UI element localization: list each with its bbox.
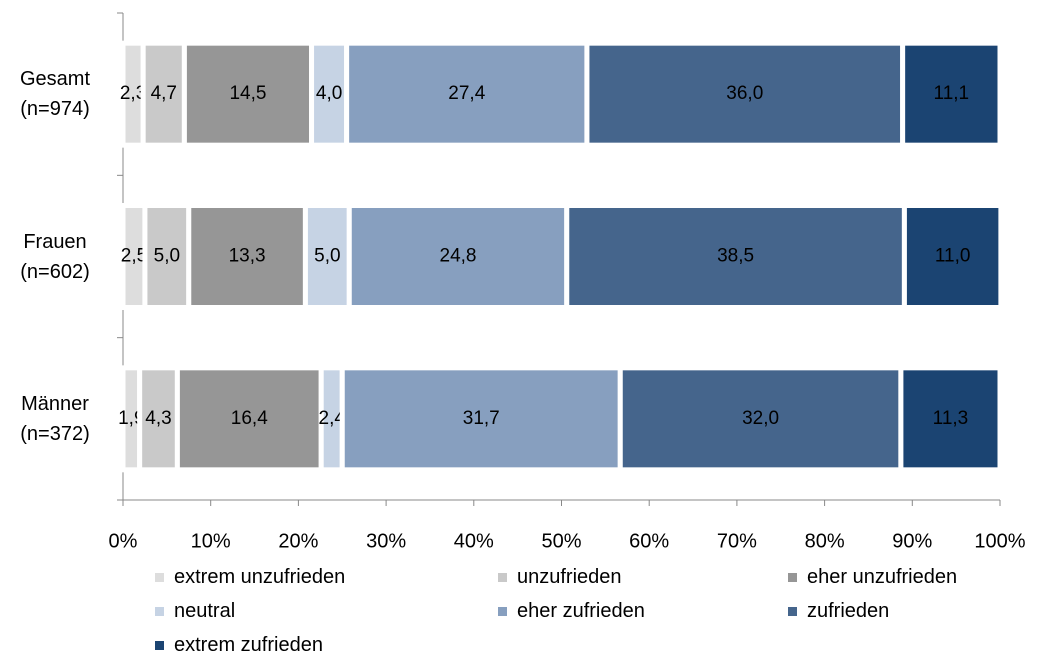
x-tick-label: 10% <box>191 530 231 552</box>
category-label: Männer (n=372) <box>20 392 90 445</box>
data-label: 4,0 <box>316 83 342 104</box>
data-label: 2,4 <box>319 408 346 429</box>
legend-item: extrem unzufrieden <box>155 566 345 589</box>
x-tick-label: 80% <box>805 530 845 552</box>
x-tick-label: 50% <box>541 530 581 552</box>
bar-segment <box>564 203 907 310</box>
legend-label: neutral <box>174 600 236 622</box>
data-label: 2,5 <box>121 246 147 267</box>
legend-label: eher unzufrieden <box>807 566 958 588</box>
legend-swatch <box>788 607 797 616</box>
bar-segment <box>584 40 906 148</box>
legend-item: zufrieden <box>788 600 889 623</box>
data-label: 5,0 <box>154 246 180 267</box>
data-label: 2,3 <box>120 83 146 104</box>
bar-segment <box>344 40 590 148</box>
legend-label: zufrieden <box>807 600 890 622</box>
x-tick-label: 30% <box>366 530 406 552</box>
legend-label: unzufrieden <box>517 566 622 588</box>
legend-swatch <box>788 573 797 582</box>
data-label: 11,0 <box>935 246 971 267</box>
bar-segment <box>339 365 623 473</box>
x-tick-label: 40% <box>454 530 494 552</box>
legend-item: eher unzufrieden <box>788 566 957 589</box>
x-tick-label: 20% <box>278 530 318 552</box>
data-label: 24,8 <box>440 246 477 267</box>
data-label: 4,3 <box>145 408 171 429</box>
bar-segment <box>901 203 1004 310</box>
legend-swatch <box>498 573 507 582</box>
x-tick-label: 0% <box>109 530 138 552</box>
data-label: 14,5 <box>229 83 266 104</box>
data-label: 16,4 <box>231 408 268 429</box>
x-tick-label: 90% <box>892 530 932 552</box>
bar-segment <box>142 203 192 310</box>
category-label: Frauen (n=602) <box>20 230 90 283</box>
data-label: 5,0 <box>314 246 340 267</box>
x-tick-label: 70% <box>717 530 757 552</box>
bar-segment <box>181 40 315 148</box>
legend-swatch <box>155 607 164 616</box>
legend-label: eher zufrieden <box>517 600 645 622</box>
data-label: 38,5 <box>717 246 754 267</box>
legend-swatch <box>498 607 507 616</box>
bar-segment <box>900 40 1003 148</box>
legend-item: eher zufrieden <box>498 600 645 623</box>
category-label: Gesamt (n=974) <box>19 68 91 121</box>
data-label: 36,0 <box>726 83 763 104</box>
bar-segment <box>309 40 350 148</box>
data-label: 13,3 <box>229 246 266 267</box>
data-label: 27,4 <box>448 83 485 104</box>
x-tick-label: 100% <box>974 530 1025 552</box>
data-label: 11,1 <box>934 83 970 104</box>
data-label: 11,3 <box>933 408 969 429</box>
x-tick-label: 60% <box>629 530 669 552</box>
data-label: 32,0 <box>742 408 779 429</box>
data-label: 31,7 <box>463 408 500 429</box>
legend-label: extrem zufrieden <box>174 634 323 656</box>
bar-segment <box>617 365 904 473</box>
legend-item: extrem zufrieden <box>155 634 323 657</box>
data-label: 4,7 <box>151 83 177 104</box>
bar-segment <box>898 365 1003 473</box>
legend-swatch <box>155 573 164 582</box>
legend-swatch <box>155 641 164 650</box>
legend-label: extrem unzufrieden <box>174 566 346 588</box>
legend-item: unzufrieden <box>498 566 622 589</box>
legend-item: neutral <box>155 600 235 623</box>
